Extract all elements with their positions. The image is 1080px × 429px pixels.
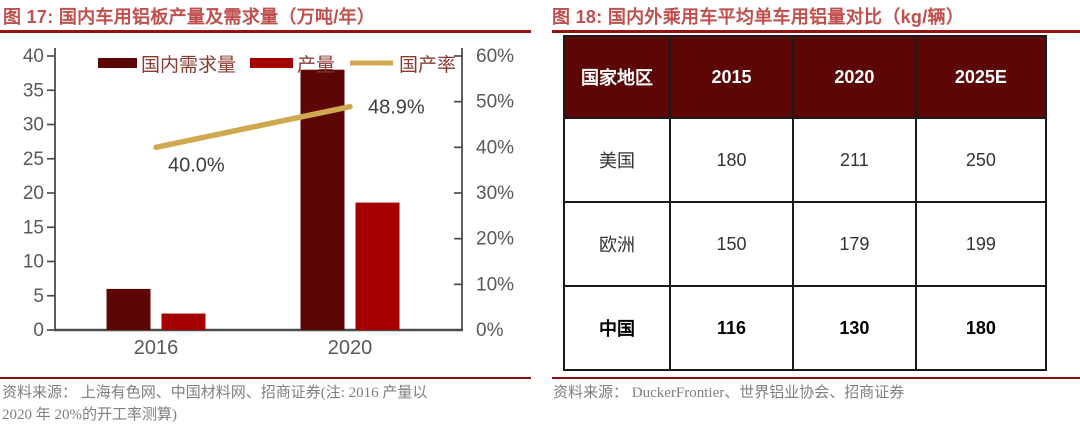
figure-18-divider [552, 377, 1080, 379]
legend-swatch-国内需求量 [98, 58, 137, 68]
right-axis-tick-label: 0% [476, 320, 504, 341]
x-axis-category-label: 2016 [134, 337, 179, 359]
left-axis-tick-label: 40 [23, 46, 44, 67]
right-axis-tick-label: 60% [476, 46, 514, 67]
figure-17-panel: 图 17: 国内车用铝板产量及需求量（万吨/年） 0 5 10 15 20 25 30 35 4… [0, 7, 531, 423]
x-axis-category-label: 2020 [328, 337, 373, 359]
figure-17-divider [0, 377, 531, 379]
table-row-usa: 美国 180 211 250 [562, 117, 1048, 203]
legend-swatch-产量 [250, 58, 293, 68]
cell-value: 199 [914, 201, 1048, 287]
table-row-europe: 欧洲 150 179 199 [562, 201, 1048, 287]
right-axis-tick-label: 30% [476, 183, 514, 204]
rate-data-label: 48.9% [368, 97, 425, 119]
right-axis-tick-label: 40% [476, 137, 514, 158]
table-header-row: 国家地区 2015 2020 2025E [562, 35, 1048, 119]
figure-18-title-rule [552, 30, 1080, 33]
bar-国内需求量-2016 [106, 288, 151, 330]
header-region: 国家地区 [562, 35, 672, 119]
left-axis-tick-label: 10 [23, 252, 44, 273]
left-axis-tick-label: 30 [23, 115, 44, 136]
left-axis-tick-label: 25 [23, 149, 44, 170]
cell-value: 116 [669, 285, 794, 371]
figure-18-source: 资料来源： DuckerFrontier、世界铝业协会、招商证券 [553, 385, 905, 401]
header-2020: 2020 [791, 35, 917, 119]
legend-label: 产量 [297, 54, 335, 76]
bar-产量-2020 [355, 202, 400, 330]
left-axis-tick-label: 20 [23, 183, 44, 204]
figure-17-source: 资料来源： 上海有色网、中国材料网、招商证券(注: 2016 产量以 2020 … [2, 385, 428, 423]
cell-value: 180 [669, 117, 794, 203]
aluminum-per-vehicle-table: 国家地区 2015 2020 2025E 美国 180 211 250 欧洲 1… [562, 35, 1048, 371]
legend-label: 国内需求量 [141, 54, 236, 76]
cell-region: 中国 [562, 285, 672, 371]
demand-production-rate-chart: 0 5 10 15 20 25 30 35 40 0% 10% 20% 30% 40% 50% 60% 40.0… [23, 46, 514, 359]
cell-value: 180 [914, 285, 1048, 371]
cell-value: 250 [914, 117, 1048, 203]
right-axis-tick-label: 50% [476, 92, 514, 113]
figure-17-title-rule [0, 30, 531, 33]
left-axis-tick-label: 0 [33, 320, 44, 341]
bar-产量-2016 [161, 313, 206, 330]
figure-18-title: 图 18: 国内外乘用车平均单车用铝量对比（kg/辆） [552, 7, 965, 27]
header-2025e: 2025E [914, 35, 1048, 119]
cell-value: 211 [791, 117, 917, 203]
left-axis-tick-label: 15 [23, 217, 44, 238]
line-国产率 [153, 103, 353, 151]
right-axis-tick-label: 10% [476, 274, 514, 295]
cell-region: 欧洲 [562, 201, 672, 287]
right-axis-tick-label: 20% [476, 229, 514, 250]
left-axis-tick-label: 5 [33, 286, 44, 307]
cell-value: 150 [669, 201, 794, 287]
left-axis-tick-label: 35 [23, 80, 44, 101]
figure-18-panel: 图 18: 国内外乘用车平均单车用铝量对比（kg/辆） 国家地区 2015 20… [540, 0, 1080, 429]
figure-17-title: 图 17: 国内车用铝板产量及需求量（万吨/年） [3, 7, 376, 27]
cell-value: 179 [791, 201, 917, 287]
rate-data-label: 40.0% [168, 154, 225, 176]
legend-label: 国产率 [399, 54, 456, 76]
table-row-china: 中国 116 130 180 [562, 285, 1048, 371]
cell-value: 130 [791, 285, 917, 371]
cell-region: 美国 [562, 117, 672, 203]
header-2015: 2015 [669, 35, 794, 119]
